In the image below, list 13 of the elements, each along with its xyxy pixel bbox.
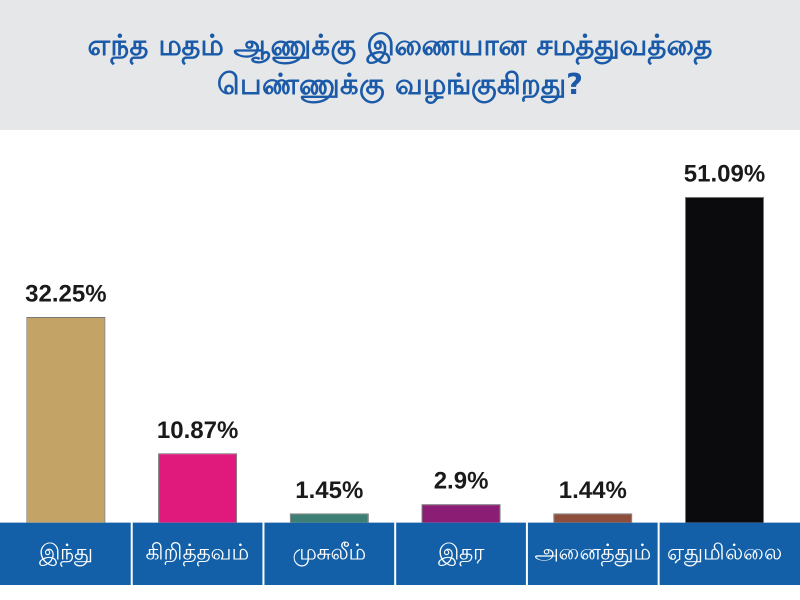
x-tick-label: கிறித்தவம் [146,540,250,567]
x-tick-label: இந்து [38,540,93,567]
data-label: 32.25% [25,280,107,308]
x-tick-label: ஏதுமில்லை [667,540,782,567]
x-tick-label: அனைத்தும் [534,540,652,567]
data-label: 10.87% [156,416,238,444]
data-label: 1.44% [558,477,627,504]
data-label: 2.9% [434,468,488,495]
data-label: 1.45% [295,476,364,504]
x-tick-label: இதர [438,540,486,567]
x-tick-label: முசுலீம் [292,540,366,567]
data-label: 51.09% [684,160,766,188]
chart-title: எந்த மதம் ஆணுக்கு இணையான சமத்துவத்தை பெண்ணுக்கு வழங்குகிறது? [86,26,714,104]
